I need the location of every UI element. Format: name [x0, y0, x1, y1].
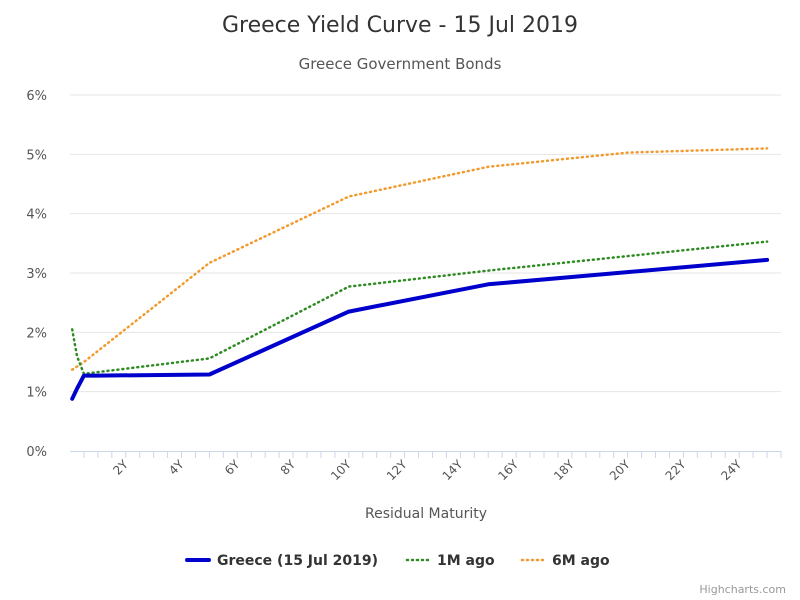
series-line-6m-ago: [70, 147, 769, 371]
x-tick-label: 6Y: [222, 457, 243, 478]
x-tick-label: 12Y: [384, 457, 410, 483]
legend-label: 6M ago: [552, 553, 610, 569]
x-tick-label: 18Y: [551, 457, 577, 483]
x-tick-label: 8Y: [278, 457, 299, 478]
credits-link[interactable]: Highcharts.com: [699, 583, 786, 596]
chart-title: Greece Yield Curve - 15 Jul 2019: [222, 13, 578, 38]
grid-lines: [70, 94, 781, 393]
legend: Greece (15 Jul 2019) 1M ago 6M ago: [185, 553, 610, 569]
y-axis-tick-labels: 0% 1% 2% 3% 4% 5% 6%: [26, 89, 47, 460]
chart-subtitle: Greece Government Bonds: [299, 55, 502, 73]
y-tick-label: 1%: [26, 386, 47, 401]
x-tick-label: 14Y: [440, 457, 466, 483]
series-line-greece-15-jul-2019: [70, 257, 770, 401]
legend-item-0[interactable]: Greece (15 Jul 2019): [185, 553, 378, 569]
legend-item-1[interactable]: 1M ago: [405, 553, 495, 569]
x-tick-label: 4Y: [166, 457, 187, 478]
x-tick-label: 22Y: [663, 457, 689, 483]
x-tick-label: 2Y: [110, 457, 131, 478]
series-lines: [70, 147, 770, 401]
y-tick-label: 5%: [26, 148, 47, 163]
x-axis-title: Residual Maturity: [365, 506, 487, 522]
y-tick-label: 4%: [26, 208, 47, 223]
y-tick-label: 2%: [26, 326, 47, 341]
y-tick-label: 6%: [26, 89, 47, 104]
x-tick-label: 16Y: [495, 457, 521, 483]
legend-label: Greece (15 Jul 2019): [217, 553, 378, 569]
y-tick-label: 3%: [26, 267, 47, 282]
legend-item-2[interactable]: 6M ago: [520, 553, 610, 569]
y-tick-label: 0%: [26, 445, 47, 460]
legend-label: 1M ago: [437, 553, 495, 569]
x-tick-label: 10Y: [328, 457, 354, 483]
series-line-1m-ago: [70, 240, 769, 376]
x-axis-ticks: 2Y 4Y 6Y 8Y 10Y 12Y 14Y 16Y 18Y 20Y 22Y 24Y: [83, 451, 782, 483]
x-tick-label: 20Y: [607, 457, 633, 483]
x-tick-label: 24Y: [718, 457, 744, 483]
